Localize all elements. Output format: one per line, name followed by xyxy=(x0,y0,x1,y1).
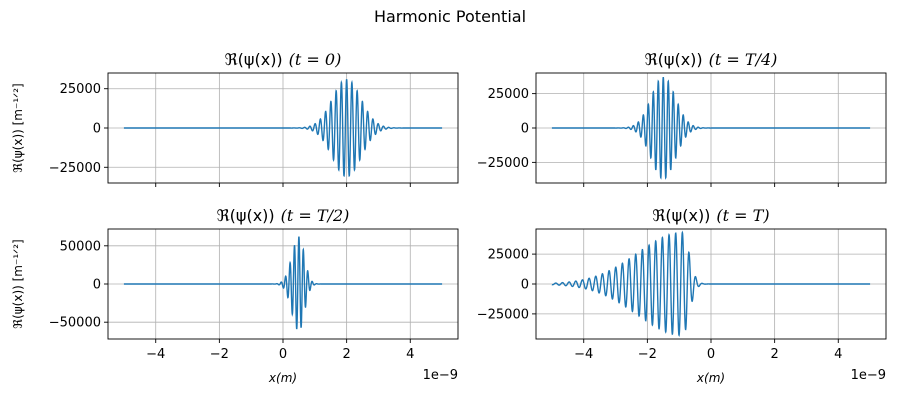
x-tick-label: 2 xyxy=(770,347,778,362)
y-tick-label: 25000 xyxy=(488,248,529,263)
y-tick-label: 25000 xyxy=(60,82,101,97)
subplot-title: ℜ(ψ(x)) (t = T) xyxy=(652,206,769,225)
wavefunction-line xyxy=(551,230,871,338)
subplot-4: −4 −2 0 2 4 −25000 0 25000 ℜ(ψ(x)) (t = T) x(m) 1e−… xyxy=(477,206,887,385)
x-axis-offset-label: 1e−9 xyxy=(851,368,886,383)
subplot-title-time: (t = T/2) xyxy=(281,206,350,225)
subplot-title: ℜ(ψ(x)) (t = 0) xyxy=(225,50,342,69)
y-tick-label: −50000 xyxy=(49,316,101,331)
x-tick-label: −4 xyxy=(574,347,593,362)
x-tick-label: 0 xyxy=(279,347,287,362)
wavefunction-line xyxy=(551,76,871,180)
wavefunction-line xyxy=(123,236,443,330)
y-axis-label: ℜ(ψ(x)) [m⁻¹ᐟ²] xyxy=(11,239,25,328)
subplot-title-time: (t = 0) xyxy=(289,50,342,69)
x-tick-label: −2 xyxy=(210,347,229,362)
x-tick-label: −4 xyxy=(146,347,165,362)
y-tick-label: 25000 xyxy=(488,87,529,102)
y-tick-label: −25000 xyxy=(477,307,529,322)
subplot-title: ℜ(ψ(x)) (t = T/2) xyxy=(217,206,350,225)
subplot-title-time: (t = T) xyxy=(716,206,769,225)
y-tick-label: 50000 xyxy=(60,239,101,254)
y-tick-label: 0 xyxy=(93,122,101,137)
subplot-title-function: ℜ(ψ(x)) xyxy=(652,206,710,225)
subplot-title-function: ℜ(ψ(x)) xyxy=(645,50,703,69)
y-axis-label: ℜ(ψ(x)) [m⁻¹ᐟ²] xyxy=(11,83,25,172)
figure-title: Harmonic Potential xyxy=(374,7,526,26)
x-tick-label: 0 xyxy=(707,347,715,362)
x-axis-offset-label: 1e−9 xyxy=(423,368,458,383)
x-axis-label: x(m) xyxy=(696,371,725,385)
subplot-2: −25000 0 25000 ℜ(ψ(x)) (t = T/4) xyxy=(477,50,887,187)
subplot-1: −25000 0 25000 ℜ(ψ(x)) (t = 0) ℜ(ψ(x)) [m⁻¹ᐟ²… xyxy=(11,50,459,187)
y-tick-label: −25000 xyxy=(477,156,529,171)
x-axis-label: x(m) xyxy=(268,371,297,385)
y-tick-label: 0 xyxy=(93,278,101,293)
x-tick-label: 4 xyxy=(834,347,842,362)
y-tick-label: 0 xyxy=(521,122,529,137)
wavefunction-line xyxy=(123,79,443,178)
subplot-title-function: ℜ(ψ(x)) xyxy=(217,206,275,225)
x-tick-label: 4 xyxy=(406,347,414,362)
x-tick-label: 2 xyxy=(342,347,350,362)
y-tick-label: 0 xyxy=(521,278,529,293)
subplot-title-function: ℜ(ψ(x)) xyxy=(225,50,283,69)
x-tick-label: −2 xyxy=(638,347,657,362)
y-tick-label: −25000 xyxy=(49,161,101,176)
subplot-title: ℜ(ψ(x)) (t = T/4) xyxy=(645,50,778,69)
subplot-title-time: (t = T/4) xyxy=(709,50,778,69)
